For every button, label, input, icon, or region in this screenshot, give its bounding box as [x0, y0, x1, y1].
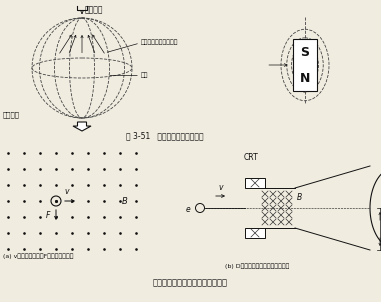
Text: 图 3-51   外磁力线对图像的影响: 图 3-51 外磁力线对图像的影响 [126, 131, 204, 140]
Text: (a) v是载运动方向、F为洛伦兹力方向: (a) v是载运动方向、F为洛伦兹力方向 [3, 253, 74, 259]
Text: v: v [218, 183, 223, 192]
Text: N: N [300, 72, 310, 85]
Text: B: B [297, 193, 302, 202]
Text: F: F [46, 211, 50, 220]
Polygon shape [73, 122, 91, 131]
Text: (b) D随偏转磁场的方向和强度改变: (b) D随偏转磁场的方向和强度改变 [225, 263, 290, 269]
Text: 外磁力线（影响图像）: 外磁力线（影响图像） [141, 39, 179, 45]
Text: 左手定则（洛伦兹力方向的判断）: 左手定则（洛伦兹力方向的判断） [152, 278, 227, 287]
Text: 地球北极: 地球北极 [85, 5, 104, 14]
Text: 地球南极: 地球南极 [3, 111, 20, 117]
Text: 地球: 地球 [141, 73, 149, 78]
Text: S: S [301, 46, 309, 59]
Text: B: B [122, 197, 128, 206]
Text: e: e [186, 205, 190, 214]
Bar [245, 228, 265, 238]
Bar [293, 39, 317, 91]
Text: v: v [65, 187, 69, 196]
Bar [245, 178, 265, 188]
Text: CRT: CRT [244, 153, 259, 162]
